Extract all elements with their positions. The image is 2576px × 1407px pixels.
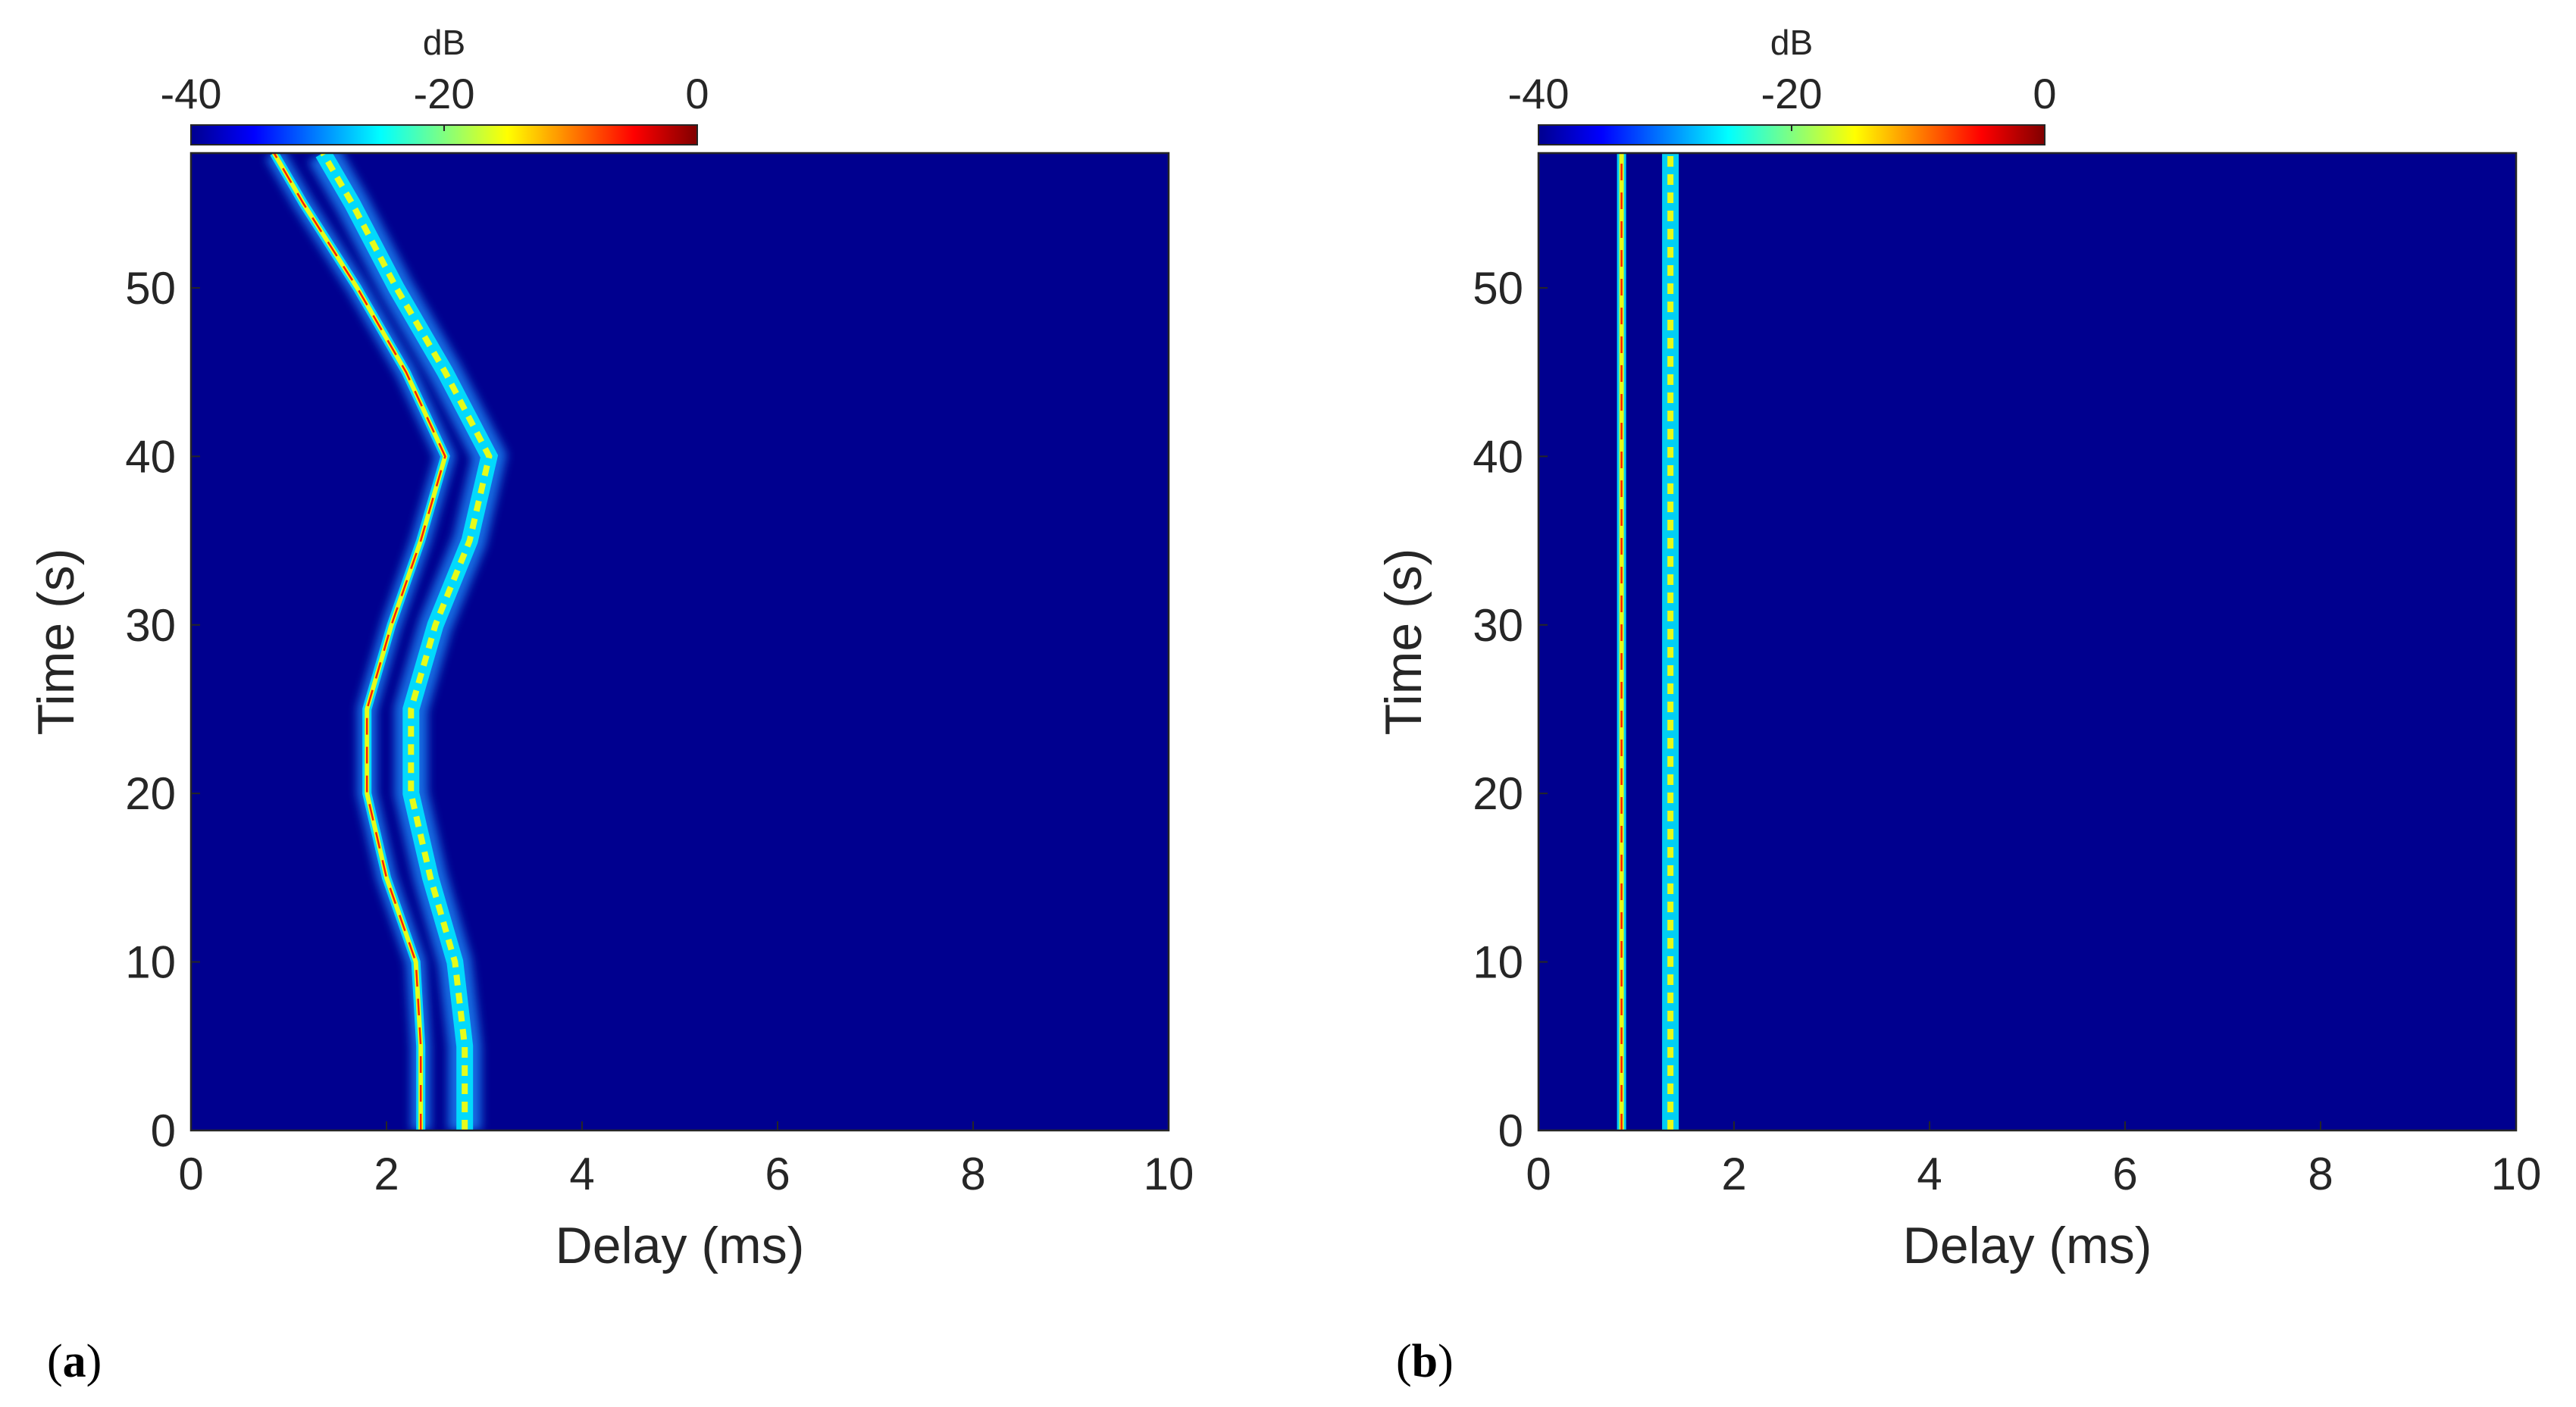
- y-axis-label: Time (s): [1375, 549, 1432, 736]
- y-tick-label: 20: [1473, 768, 1523, 819]
- x-tick-label: 6: [2112, 1149, 2137, 1199]
- colorbar-tick-label: 0: [2033, 70, 2056, 117]
- y-tick-label: 50: [1473, 263, 1523, 314]
- colorbar-tick-label: -20: [1761, 70, 1823, 117]
- x-tick-label: 10: [1144, 1149, 1194, 1199]
- panel-label-open: (: [1396, 1336, 1412, 1387]
- x-tick-label: 6: [765, 1149, 790, 1199]
- panel-label-close: ): [1438, 1336, 1454, 1387]
- y-tick-label: 50: [125, 263, 176, 314]
- panel-label-close: ): [86, 1336, 102, 1387]
- y-tick-label: 0: [1498, 1105, 1523, 1156]
- colorbar-unit-label: dB: [423, 23, 465, 62]
- colorbar-unit-label: dB: [1770, 23, 1813, 62]
- plot-background: [1538, 153, 2516, 1130]
- heatmap-chart-a: 0 2 4 6 8 10 0 10 20 30 40 50 Delay (ms) Time (s) -40 -…: [27, 23, 1194, 1274]
- colorbar-tick-label: -20: [414, 70, 475, 117]
- x-tick-label: 2: [374, 1149, 399, 1199]
- plot-background: [191, 153, 1169, 1130]
- y-tick-label: 40: [125, 431, 176, 482]
- panel-label-open: (: [47, 1336, 63, 1387]
- x-tick-label: 8: [2308, 1149, 2333, 1199]
- panel-label-letter: b: [1411, 1336, 1438, 1387]
- plot-frame: [189, 152, 1170, 1132]
- y-tick-label: 30: [125, 600, 176, 651]
- y-tick-label: 0: [151, 1105, 176, 1156]
- panel-label-a: (a): [47, 1335, 102, 1389]
- colorbar-tick-label: -40: [161, 70, 222, 117]
- colorbar-tick-label: -40: [1508, 70, 1570, 117]
- x-axis-label: Delay (ms): [1903, 1217, 2152, 1274]
- x-tick-label: 8: [960, 1149, 985, 1199]
- panel-a: 0 2 4 6 8 10 0 10 20 30 40 50 Delay (ms) Time (s) -40 -…: [27, 23, 1194, 1389]
- x-tick-label: 4: [1917, 1149, 1942, 1199]
- x-tick-label: 0: [178, 1149, 203, 1199]
- trace-group: [265, 153, 507, 1130]
- x-tick-label: 10: [2491, 1149, 2542, 1199]
- x-tick-label: 4: [569, 1149, 594, 1199]
- colorbar-tick-label: 0: [685, 70, 709, 117]
- heatmap-chart-b: 0 2 4 6 8 10 0 10 20 30 40 50 Delay (ms) Time (s) -40 -…: [1375, 23, 2542, 1274]
- y-tick-label: 40: [1473, 431, 1523, 482]
- panel-b: 0 2 4 6 8 10 0 10 20 30 40 50 Delay (ms) Time (s) -40 -…: [1288, 0, 2576, 1407]
- x-tick-label: 2: [1721, 1149, 1746, 1199]
- x-tick-label: 0: [1526, 1149, 1551, 1199]
- y-tick-label: 20: [125, 768, 176, 819]
- plot-frame: [1537, 152, 2518, 1132]
- x-axis-label: Delay (ms): [556, 1217, 805, 1274]
- y-axis-label: Time (s): [27, 549, 85, 736]
- trace-group: [1611, 153, 1688, 1130]
- y-tick-label: 30: [1473, 600, 1523, 651]
- panel-label-b: (b): [1396, 1335, 1454, 1389]
- arrival-trace-core: [272, 153, 448, 1130]
- y-tick-label: 10: [125, 937, 176, 988]
- y-tick-label: 10: [1473, 937, 1523, 988]
- arrival-trace-core: [320, 153, 493, 1130]
- panel-label-letter: a: [62, 1336, 86, 1387]
